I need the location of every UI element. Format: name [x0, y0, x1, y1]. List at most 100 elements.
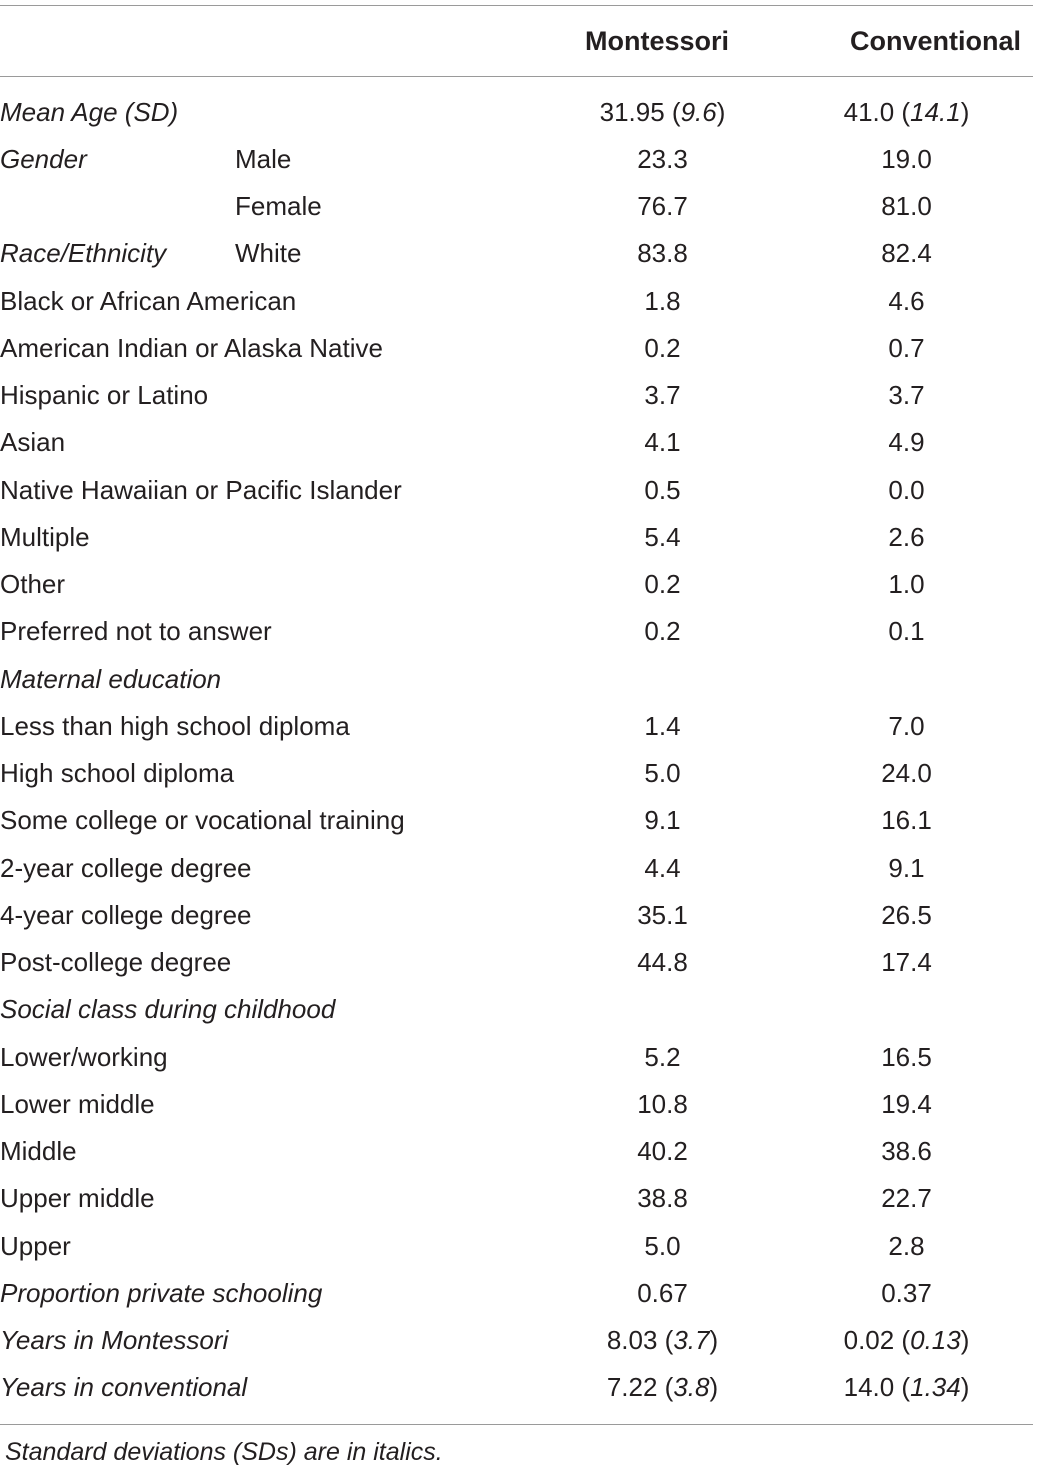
montessori-cell: 4.1: [545, 419, 780, 466]
conventional-cell-value: 24.0: [881, 758, 932, 789]
table-row: Maternal education: [0, 655, 1033, 702]
montessori-cell-paren: ): [709, 1325, 719, 1356]
montessori-cell: 0.2: [545, 608, 780, 655]
demographics-table: Mean Age (SD) 31.95 (9.6) 41.0 (14.1) Gende…: [0, 88, 1033, 1411]
montessori-cell-value: 10.8: [637, 1088, 688, 1119]
row-item-label: Post-college degree: [0, 947, 232, 978]
row-label: Years in Montessori: [0, 1325, 229, 1356]
montessori-cell-value: 5.0: [644, 1230, 681, 1261]
montessori-cell: 31.95 (9.6): [545, 88, 780, 135]
conventional-cell: 1.0: [780, 561, 1033, 608]
row-sublabel: [235, 1317, 545, 1364]
conventional-cell: 14.0 (1.34): [780, 1364, 1033, 1411]
conventional-cell-sd: 0.13: [910, 1325, 961, 1356]
table-row: 4-year college degree 35.1 26.5: [0, 891, 1033, 938]
montessori-cell-value: 0.5: [644, 474, 681, 505]
row-item-label: Less than high school diploma: [0, 710, 350, 741]
montessori-cell: 5.0: [545, 750, 780, 797]
conventional-cell: 41.0 (14.1): [780, 88, 1033, 135]
montessori-cell-value: 35.1: [637, 899, 688, 930]
table-row: Years in conventional 7.22 (3.8) 14.0 (1.3…: [0, 1364, 1033, 1411]
conventional-cell: 2.6: [780, 513, 1033, 560]
conventional-cell: 16.5: [780, 1033, 1033, 1080]
conventional-cell-value: 19.0: [881, 143, 932, 174]
bottom-rule: [0, 1424, 1033, 1425]
montessori-cell-value: 40.2: [637, 1136, 688, 1167]
conventional-cell-value: 41.0 (: [843, 96, 911, 127]
table-row: Hispanic or Latino 3.7 3.7: [0, 372, 1033, 419]
row-item-label: High school diploma: [0, 758, 235, 789]
conventional-cell-value: 1.0: [888, 569, 925, 600]
conventional-cell-value: 0.0: [888, 474, 925, 505]
montessori-cell-value: 0.2: [644, 616, 681, 647]
table-row: Preferred not to answer 0.2 0.1: [0, 608, 1033, 655]
conventional-cell-value: 0.7: [888, 332, 925, 363]
montessori-cell: 35.1: [545, 891, 780, 938]
table-row: Less than high school diploma 1.4 7.0: [0, 702, 1033, 749]
conventional-cell: 17.4: [780, 939, 1033, 986]
montessori-cell-sd: 3.7: [673, 1325, 710, 1356]
conventional-cell: 0.37: [780, 1269, 1033, 1316]
conventional-cell-value: 19.4: [881, 1088, 932, 1119]
montessori-cell-value: 4.1: [644, 427, 681, 458]
montessori-cell-sd: 3.8: [673, 1372, 710, 1403]
montessori-cell: 0.2: [545, 561, 780, 608]
row-item-label: Preferred not to answer: [0, 616, 272, 647]
conventional-cell: 3.7: [780, 372, 1033, 419]
montessori-cell-value: 23.3: [637, 143, 688, 174]
table-row: Mean Age (SD) 31.95 (9.6) 41.0 (14.1): [0, 88, 1033, 135]
montessori-cell-value: 38.8: [637, 1183, 688, 1214]
table-row: Social class during childhood: [0, 986, 1033, 1033]
table-row: Gender Male 23.3 19.0: [0, 135, 1033, 182]
montessori-cell: 40.2: [545, 1128, 780, 1175]
conventional-cell-value: 14.0 (: [843, 1372, 911, 1403]
montessori-cell-value: 1.4: [644, 710, 681, 741]
conventional-cell-value: 7.0: [888, 710, 925, 741]
row-item-label: Upper: [0, 1230, 71, 1261]
row-item-label: Asian: [0, 427, 66, 458]
montessori-cell: 9.1: [545, 797, 780, 844]
footnote: Standard deviations (SDs) are in italics…: [5, 1438, 443, 1466]
row-label: [0, 183, 235, 230]
table-row: Female 76.7 81.0: [0, 183, 1033, 230]
conventional-cell-value: 2.6: [888, 521, 925, 552]
conventional-cell: 0.1: [780, 608, 1033, 655]
row-item-label: Other: [0, 569, 66, 600]
montessori-cell-value: 5.0: [644, 758, 681, 789]
conventional-cell: 2.8: [780, 1222, 1033, 1269]
table-row: Lower/working 5.2 16.5: [0, 1033, 1033, 1080]
table-row: Multiple 5.4 2.6: [0, 513, 1033, 560]
row-sublabel: Male: [235, 143, 292, 174]
conventional-cell: 82.4: [780, 230, 1033, 277]
montessori-cell: 23.3: [545, 135, 780, 182]
montessori-cell: 83.8: [545, 230, 780, 277]
conventional-cell-sd: 1.34: [910, 1372, 961, 1403]
column-header-conventional: Conventional: [850, 26, 1022, 56]
montessori-cell-value: 5.4: [644, 521, 681, 552]
montessori-cell: 1.4: [545, 702, 780, 749]
section-heading: Social class during childhood: [0, 994, 336, 1025]
row-label: Race/Ethnicity: [0, 238, 167, 269]
conventional-cell: 9.1: [780, 844, 1033, 891]
table-row: 2-year college degree 4.4 9.1: [0, 844, 1033, 891]
conventional-cell: 4.6: [780, 277, 1033, 324]
row-item-label: Middle: [0, 1136, 77, 1167]
montessori-cell-value: 0.67: [637, 1277, 688, 1308]
montessori-cell-paren: ): [716, 96, 726, 127]
montessori-cell-value: 5.2: [644, 1041, 681, 1072]
conventional-cell-value: 16.5: [881, 1041, 932, 1072]
table-row: Native Hawaiian or Pacific Islander 0.5 0.…: [0, 466, 1033, 513]
conventional-cell-value: 4.9: [888, 427, 925, 458]
row-item-label: Multiple: [0, 521, 90, 552]
conventional-cell: 22.7: [780, 1175, 1033, 1222]
conventional-cell: 24.0: [780, 750, 1033, 797]
row-item-label: Upper middle: [0, 1183, 155, 1214]
table-row: Asian 4.1 4.9: [0, 419, 1033, 466]
row-item-label: Lower middle: [0, 1088, 155, 1119]
conventional-cell-value: 26.5: [881, 899, 932, 930]
conventional-cell: 19.4: [780, 1080, 1033, 1127]
montessori-cell: 8.03 (3.7): [545, 1317, 780, 1364]
montessori-cell: 76.7: [545, 183, 780, 230]
conventional-cell: 38.6: [780, 1128, 1033, 1175]
row-item-label: Native Hawaiian or Pacific Islander: [0, 474, 402, 505]
